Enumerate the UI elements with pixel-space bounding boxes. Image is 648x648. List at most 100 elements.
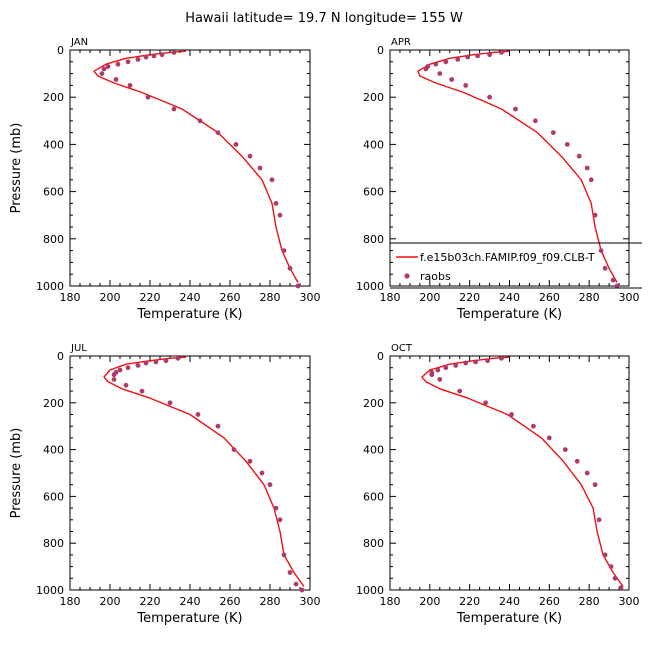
raobs-point [273,201,279,206]
y-tick-label: 600 [43,490,64,503]
x-axis-title: Temperature (K) [456,611,562,626]
plot-frame [69,355,311,591]
raobs-point [267,482,273,488]
raobs-point [299,587,305,593]
raobs-point [457,388,463,394]
raobs-point [584,165,590,171]
y-tick-label: 400 [43,444,64,457]
raobs-point [550,130,556,136]
raobs-point [533,118,538,124]
y-tick-label: 600 [363,186,384,199]
raobs-point [531,423,536,429]
raobs-point [273,505,279,511]
raobs-point [574,458,580,464]
y-tick-label: 400 [363,138,384,151]
y-tick-label: 800 [363,537,384,550]
raobs-point [443,59,449,65]
x-tick-label: 220 [140,291,161,304]
x-tick-label: 300 [300,291,321,304]
legend-dot-swatch [404,273,410,279]
y-tick-label: 800 [43,233,64,246]
raobs-point [281,248,287,254]
y-tick-label: 0 [57,44,64,57]
raobs-point [487,52,492,58]
raobs-point [602,552,608,558]
y-tick-label: 200 [363,397,384,410]
x-tick-label: 200 [419,291,440,304]
raobs-point [618,585,624,591]
x-tick-label: 280 [579,595,600,608]
y-tick-label: 200 [363,91,384,104]
raobs-point [287,570,293,575]
raobs-point [247,458,253,464]
raobs-point [123,382,129,388]
raobs-point [499,50,504,55]
raobs-point [465,54,471,60]
raobs-point [564,142,570,147]
raobs-point [259,470,265,476]
x-tick-label: 260 [220,595,241,608]
raobs-point [546,435,552,441]
x-tick-label: 260 [539,291,560,304]
raobs-point [99,71,105,76]
raobs-point [475,53,480,59]
raobs-point [153,359,159,365]
raobs-point [167,400,173,406]
raobs-point [614,283,620,289]
raobs-point [105,64,111,69]
x-tick-label: 240 [499,595,520,608]
y-tick-label: 400 [363,444,384,457]
x-tick-label: 220 [140,595,161,608]
raobs-point [608,564,614,569]
raobs-point [437,377,443,382]
raobs-point [499,355,504,361]
raobs-point [423,66,429,72]
raobs-point [576,153,582,159]
plot-frame [389,355,630,591]
x-tick-label: 220 [459,595,480,608]
raobs-point [125,59,131,65]
y-tick-label: 0 [377,350,384,363]
raobs-point [135,57,141,62]
raobs-point [277,212,283,218]
raobs-point [151,53,157,59]
panel-label: JUL [70,343,87,354]
raobs-point [485,358,490,364]
raobs-point [257,165,263,171]
figure-title: Hawaii latitude= 19.7 N longitude= 155 W [185,11,463,26]
raobs-point [111,372,117,378]
x-axis-title: Temperature (K) [136,307,242,322]
raobs-point [171,106,177,112]
model-line [421,356,624,587]
x-tick-label: 180 [60,291,81,304]
x-tick-label: 280 [260,595,281,608]
raobs-point [592,482,598,488]
x-tick-label: 300 [619,291,640,304]
x-tick-label: 260 [539,595,560,608]
x-tick-label: 240 [499,291,520,304]
raobs-point [463,360,469,366]
y-tick-label: 600 [43,186,64,199]
raobs-point [163,358,169,364]
x-tick-label: 300 [300,595,321,608]
raobs-point [513,106,518,112]
raobs-point [473,359,478,365]
legend-obs-label: raobs [420,270,451,283]
raobs-point [598,248,604,254]
raobs-point [143,54,149,60]
raobs-point [143,360,149,366]
panel-oct: 180 200 220 240 260 280 300 0 200 400 600 800 1000 OC… [356,343,640,626]
raobs-point [247,153,253,159]
raobs-point [287,265,293,271]
x-tick-label: 280 [579,291,600,304]
x-tick-label: 180 [380,595,401,608]
raobs-point [602,265,608,271]
raobs-point [233,142,239,147]
raobs-point [610,277,616,283]
panel-label: APR [391,37,411,48]
raobs-point [115,61,121,67]
y-tick-label: 200 [43,91,64,104]
raobs-point [195,412,201,417]
y-axis-title: Pressure (mb) [9,428,24,519]
